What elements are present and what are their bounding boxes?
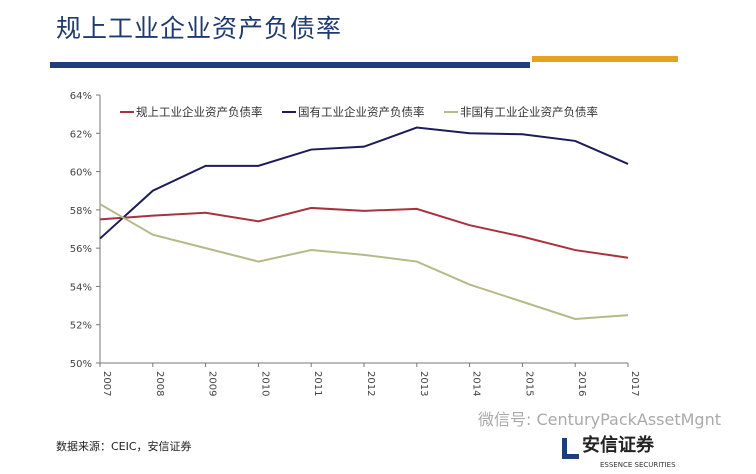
x-tick-label: 2009 xyxy=(207,371,218,396)
y-tick-label: 52% xyxy=(70,321,92,332)
y-tick-label: 64% xyxy=(70,91,92,102)
title-underline-orange xyxy=(532,56,678,62)
y-tick-label: 60% xyxy=(70,168,92,179)
logo-text: 安信证券 xyxy=(582,435,654,456)
source-note: 数据来源：CEIC，安信证券 xyxy=(56,440,192,453)
x-tick-label: 2014 xyxy=(471,371,482,396)
x-tick-label: 2013 xyxy=(418,371,429,396)
x-tick-label: 2007 xyxy=(101,371,112,396)
y-tick-label: 50% xyxy=(70,359,92,370)
x-tick-label: 2008 xyxy=(154,371,165,396)
title-underline-blue xyxy=(50,62,530,68)
series-line-0 xyxy=(99,206,629,259)
page-title: 规上工业企业资产负债率 xyxy=(56,14,343,43)
x-tick-label: 2012 xyxy=(365,371,376,396)
x-tick-label: 2011 xyxy=(312,371,323,396)
y-tick-label: 62% xyxy=(70,129,92,140)
logo-icon xyxy=(562,438,579,459)
logo-subtext: ESSENCE SECURITIES xyxy=(600,461,676,469)
watermark: 微信号: CenturyPackAssetMgnt xyxy=(478,410,722,429)
x-tick-label: 2010 xyxy=(259,371,270,396)
legend-label: 非国有工业企业资产负债率 xyxy=(460,105,598,119)
y-tick-label: 58% xyxy=(70,206,92,217)
legend-label: 规上工业企业资产负债率 xyxy=(136,105,263,119)
x-tick-label: 2016 xyxy=(576,371,587,396)
legend-label: 国有工业企业资产负债率 xyxy=(298,105,425,119)
series-line-2 xyxy=(99,203,629,320)
y-tick-label: 56% xyxy=(70,244,92,255)
x-tick-label: 2015 xyxy=(523,371,534,396)
x-tick-label: 2017 xyxy=(629,371,640,396)
y-tick-label: 54% xyxy=(70,282,92,293)
series-line-1 xyxy=(99,126,629,240)
